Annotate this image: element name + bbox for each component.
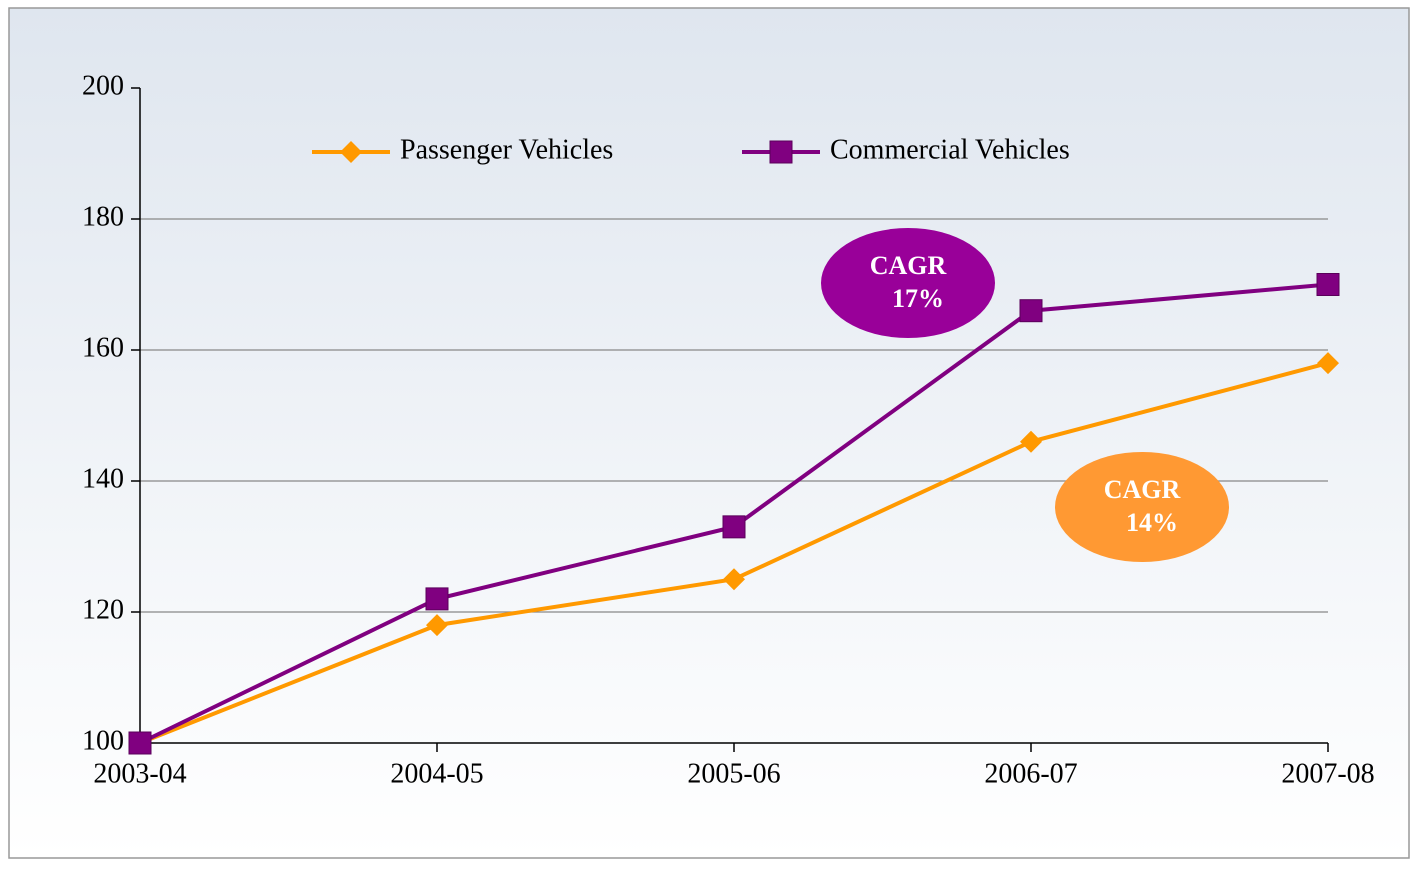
annotation-bubble: [821, 228, 995, 338]
marker: [340, 141, 362, 163]
y-tick-label: 100: [82, 725, 124, 756]
annotation-text: 14%: [1126, 508, 1178, 537]
marker: [1316, 273, 1340, 296]
chart-frame: [8, 7, 1410, 859]
x-tick-label: 2003-04: [93, 758, 186, 789]
annotation-text: CAGR: [1104, 475, 1181, 504]
y-tick-label: 140: [82, 463, 124, 494]
marker: [425, 587, 449, 611]
marker: [426, 614, 448, 637]
annotation-text: 17%: [892, 284, 944, 313]
y-tick-label: 160: [82, 332, 124, 363]
annotation-text: CAGR: [870, 251, 947, 280]
y-tick-label: 180: [82, 201, 124, 232]
x-tick-label: 2007-08: [1281, 758, 1374, 789]
y-tick-label: 200: [82, 70, 124, 101]
marker: [723, 568, 745, 591]
marker: [1020, 430, 1042, 453]
x-tick-label: 2005-06: [687, 758, 780, 789]
marker: [769, 140, 793, 164]
annotation-bubble: [1055, 452, 1229, 562]
legend-label: Passenger Vehicles: [400, 134, 613, 165]
x-tick-label: 2006-07: [984, 758, 1077, 789]
marker: [1019, 299, 1043, 323]
marker: [722, 515, 746, 539]
x-tick-label: 2004-05: [390, 758, 483, 789]
marker: [1317, 352, 1339, 375]
y-tick-label: 120: [82, 594, 124, 625]
marker: [128, 731, 152, 755]
legend-label: Commercial Vehicles: [830, 134, 1070, 165]
